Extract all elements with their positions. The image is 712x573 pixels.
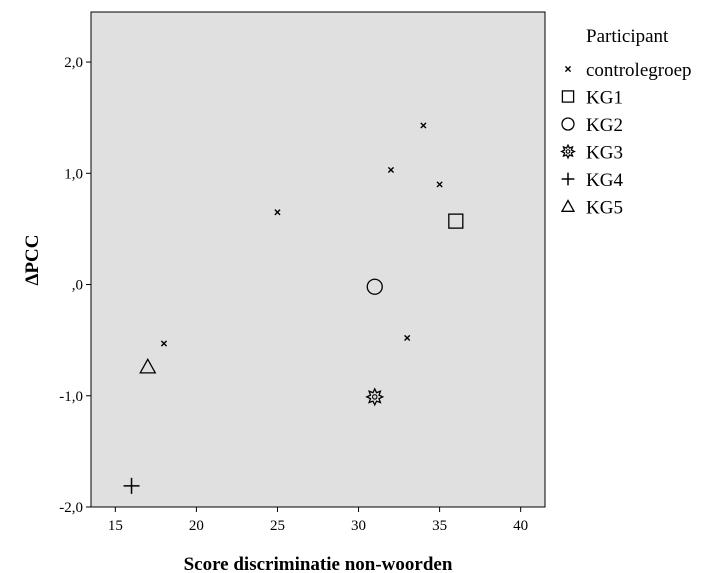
legend-label: KG5 [586,198,623,219]
y-tick-label: -2,0 [59,500,83,516]
axes: 15 20 25 30 35 40 2,0 1,0 ,0 -1,0 -2,0 [59,55,528,534]
plot-area [90,11,546,508]
y-tick-label: -1,0 [59,389,83,405]
x-tick-label: 20 [189,518,204,534]
legend-marker [560,143,576,160]
x-tick-label: 25 [270,518,285,534]
legend: Participant controlegroep KG1 KG2 KG3 KG4 KG5 [560,26,692,219]
x-axis-title: Score discriminatie non-woorden [184,554,453,573]
x-tick-label: 15 [108,518,123,534]
x-tick-label: 35 [432,518,447,534]
legend-title: Participant [586,26,669,47]
y-tick-label: 1,0 [64,166,83,182]
legend-label: KG1 [586,88,623,109]
data-point [139,358,157,374]
legend-label: KG3 [586,143,623,164]
legend-marker [561,117,575,131]
y-axis-title: ΔPCC [22,235,43,286]
legend-label: KG4 [586,170,623,191]
legend-label: controlegroep [586,60,692,81]
x-tick-label: 30 [351,518,366,534]
data-point [366,278,383,295]
data-point [123,477,140,494]
legend-marker [561,172,575,186]
data-point [436,181,443,188]
legend-marker [564,65,572,73]
data-point [274,209,281,216]
data-point [160,340,168,347]
data-point [448,213,464,229]
data-point [404,334,411,342]
data-points [123,122,464,494]
legend-label: KG2 [586,115,623,136]
legend-marker [561,90,575,103]
data-point [420,122,427,129]
y-tick-label: ,0 [72,278,83,294]
legend-marker [560,199,576,212]
y-tick-label: 2,0 [64,55,83,71]
data-point [365,387,385,407]
data-point [387,166,395,174]
x-tick-label: 40 [513,518,528,534]
